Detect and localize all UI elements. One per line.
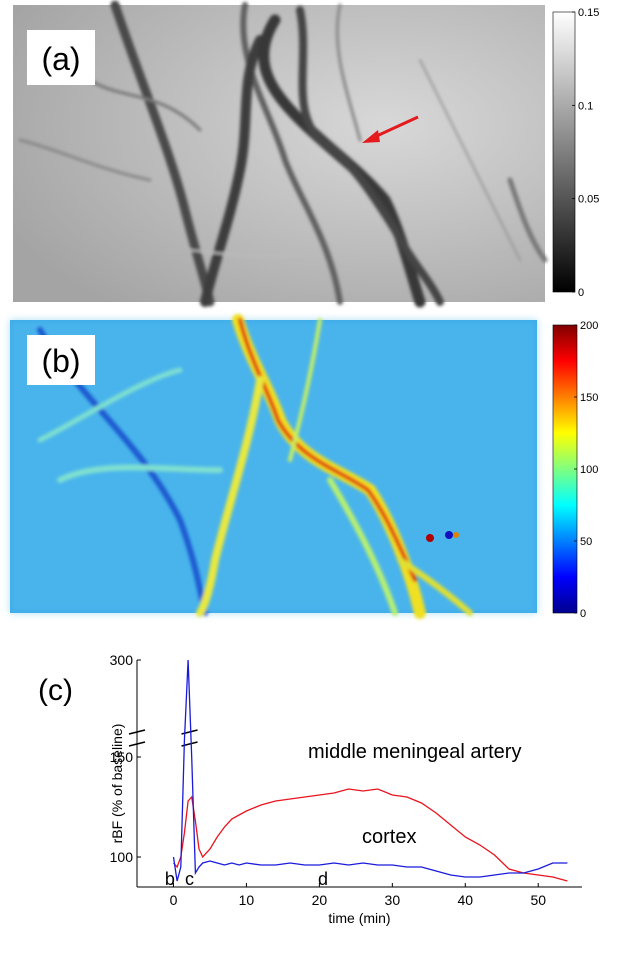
panel-label: (a)	[41, 41, 80, 77]
line	[172, 659, 568, 882]
x-tick-label: 10	[239, 892, 255, 908]
annotation: c	[185, 869, 194, 889]
colorbar-tick-label: 0.15	[578, 7, 599, 19]
panel-label: (c)	[38, 674, 73, 707]
line	[173, 788, 568, 882]
colorbar-a	[552, 11, 576, 293]
colorbar-tick-label: 0.1	[578, 100, 593, 112]
line-break	[181, 729, 198, 735]
annotation: b	[165, 869, 175, 889]
x-tick-label: 50	[530, 892, 546, 908]
colorbar-tick-label: 0.05	[578, 194, 599, 206]
axis-break	[128, 729, 146, 735]
colorbar-tick-label: 0	[578, 287, 584, 299]
annotation: d	[318, 869, 328, 889]
colorbar-tick-label: 50	[580, 536, 592, 548]
x-tick-label: 40	[457, 892, 473, 908]
panel-label: (b)	[41, 343, 80, 379]
y-axis-label: rBF (% of baseline)	[109, 724, 125, 844]
axis-break	[128, 741, 146, 747]
y-tick-label: 150	[110, 749, 134, 765]
x-axis-label: time (min)	[328, 910, 390, 926]
colorbar-tick-label: 0	[580, 608, 586, 620]
colorbar-tick-label: 200	[580, 320, 598, 332]
series-label: cortex	[362, 826, 416, 848]
x-tick-label: 20	[312, 892, 328, 908]
x-tick-label: 30	[385, 892, 401, 908]
image-b	[10, 314, 537, 619]
series-label: middle meningeal artery	[308, 741, 521, 763]
image-a	[13, 0, 548, 308]
colorbar-tick-label: 100	[580, 464, 598, 476]
colorbar-b	[552, 324, 578, 614]
colorbar-tick-label: 150	[580, 392, 598, 404]
x-tick-label: 0	[170, 892, 178, 908]
y-tick-label: 300	[110, 652, 134, 668]
y-tick-label: 100	[110, 849, 134, 865]
